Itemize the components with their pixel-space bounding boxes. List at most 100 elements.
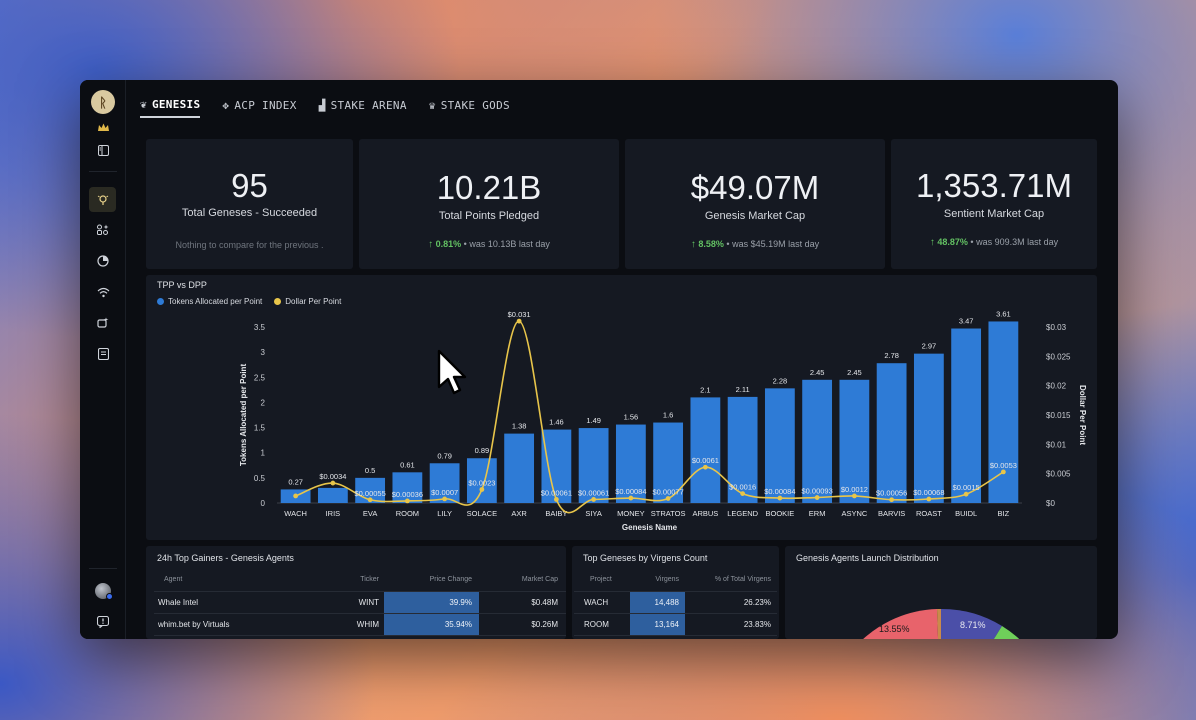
pie-slice[interactable] <box>941 626 1043 639</box>
kpi-previous: • was 10.13B last day <box>463 239 550 249</box>
line-point <box>591 497 597 502</box>
y-tick-label: 0 <box>261 499 266 508</box>
line-data-label: $0.00056 <box>876 489 907 498</box>
column-header[interactable]: Market Cap <box>479 569 566 592</box>
kpi-change: 0.81% <box>435 239 462 249</box>
cell-ticker: WINT <box>314 591 384 614</box>
bar <box>317 487 348 503</box>
table-header-row: Project Virgens % of Total Virgens <box>574 569 777 592</box>
cell-ticker: WHIM <box>314 613 384 636</box>
panel-icon[interactable] <box>91 138 115 162</box>
bar-data-label: 1.49 <box>586 416 601 425</box>
chart-radar-icon[interactable] <box>91 249 115 273</box>
top-gainers-table: Agent Ticker Price Change Market Cap Wha… <box>154 569 566 636</box>
kpi-label: Total Geneses - Succeeded <box>181 207 318 219</box>
line-point <box>293 493 299 499</box>
bar-data-label: 2.28 <box>773 376 788 385</box>
line-point <box>777 495 783 501</box>
legend-dot <box>157 298 164 305</box>
stake-arena-icon: ▟ <box>318 98 326 112</box>
sidebar: ᚱ <box>80 80 126 639</box>
pie-slice[interactable] <box>937 608 941 639</box>
line-data-label: $0.0034 <box>319 472 346 481</box>
y2-tick-label: $0.005 <box>1046 470 1071 479</box>
pie-slice[interactable] <box>860 609 941 639</box>
bar <box>615 424 646 503</box>
crown-icon[interactable] <box>91 120 115 134</box>
legend-item-dollar[interactable]: Dollar Per Point <box>274 297 341 306</box>
cell-percent: 23.83% <box>685 613 777 636</box>
legend-item-tokens[interactable]: Tokens Allocated per Point <box>157 297 262 306</box>
column-header[interactable]: Price Change <box>384 569 479 592</box>
y-tick-label: 3 <box>261 348 266 357</box>
repeat-icon[interactable] <box>91 311 115 335</box>
bar-data-label: 0.27 <box>288 477 303 486</box>
tab-acp-index[interactable]: ✥ ACP INDEX <box>222 92 296 118</box>
table-row[interactable]: Whale Intel WINT 39.9% $0.48M <box>154 591 566 614</box>
pie-slice[interactable] <box>941 608 1002 639</box>
line-point <box>330 480 336 486</box>
line-data-label: $0.00077 <box>652 487 683 496</box>
line-data-label: $0.0007 <box>431 488 458 497</box>
column-header[interactable]: Virgens <box>630 569 685 592</box>
x-tick-label: BARVIS <box>878 509 905 518</box>
x-tick-label: LEGEND <box>727 509 758 518</box>
bar-data-label: 2.45 <box>847 368 862 377</box>
bar <box>876 363 907 503</box>
line-point <box>442 496 448 502</box>
book-icon[interactable] <box>91 342 115 366</box>
y2-tick-label: $0.025 <box>1046 352 1071 361</box>
table-header-row: Agent Ticker Price Change Market Cap <box>154 569 566 592</box>
y2-axis-title: Dollar Per Point <box>1078 385 1087 445</box>
y2-tick-label: $0.01 <box>1046 440 1067 449</box>
x-tick-label: BIZ <box>998 509 1010 518</box>
table-row[interactable]: whim.bet by Virtuals WHIM 35.94% $0.26M <box>154 613 566 636</box>
kpi-previous: • was 909.3M last day <box>970 237 1059 247</box>
kpi-label: Genesis Market Cap <box>704 210 806 222</box>
column-header[interactable]: % of Total Virgens <box>685 569 777 592</box>
tab-label: STAKE GODS <box>440 98 510 112</box>
tpp-vs-dpp-chart: 0 0.5 1 1.5 2 2.5 3 3.5 $0 $0.005 $0.01 $0.015 $0.02… <box>239 309 1087 532</box>
wifi-icon[interactable] <box>91 280 115 304</box>
bar-data-label: 0.89 <box>475 446 490 455</box>
table-row[interactable]: WACH 14,488 26.23% <box>574 591 777 614</box>
app-logo[interactable]: ᚱ <box>91 90 115 114</box>
sidebar-divider <box>89 171 117 172</box>
tab-label: ACP INDEX <box>234 98 297 112</box>
line-data-label: $0.00093 <box>801 487 832 496</box>
bar <box>466 458 497 503</box>
y-tick-label: 2.5 <box>254 373 266 382</box>
x-tick-label: IRIS <box>326 509 341 518</box>
mouse-cursor-icon <box>437 349 467 395</box>
line-point <box>628 495 634 501</box>
column-header[interactable]: Agent <box>154 569 314 592</box>
line-data-label: $0.00036 <box>392 490 423 499</box>
arrow-up-icon: ↑ <box>929 237 935 248</box>
x-tick-label: ROAST <box>916 509 942 518</box>
top-tabs: ❦ GENESIS ✥ ACP INDEX ▟ STAKE ARENA ♛ ST… <box>140 92 510 120</box>
kpi-delta: ↑ 8.58% • was $45.19M last day <box>625 239 885 250</box>
sparkle-grid-icon[interactable] <box>91 218 115 242</box>
launch-distribution-card: Genesis Agents Launch Distribution 13.55… <box>785 546 1097 639</box>
column-header[interactable]: Ticker <box>314 569 384 592</box>
launch-distribution-title: Genesis Agents Launch Distribution <box>796 553 939 563</box>
feedback-icon[interactable] <box>91 610 115 634</box>
tab-genesis[interactable]: ❦ GENESIS <box>140 92 201 118</box>
tab-stake-gods[interactable]: ♛ STAKE GODS <box>429 92 510 118</box>
cell-virgens: 14,488 <box>630 591 685 614</box>
kpi-label: Total Points Pledged <box>438 210 540 222</box>
arrow-up-icon: ↑ <box>690 239 696 250</box>
app-window: ᚱ ❦ <box>80 80 1118 639</box>
bar-data-label: 3.61 <box>996 309 1011 318</box>
y2-tick-label: $0.02 <box>1046 382 1067 391</box>
column-header[interactable]: Project <box>574 569 630 592</box>
table-row[interactable]: ROOM 13,164 23.83% <box>574 613 777 636</box>
acp-index-icon: ✥ <box>222 98 230 112</box>
line-data-label: $0.0016 <box>729 483 756 492</box>
bulb-icon[interactable] <box>89 187 116 212</box>
line-point <box>1000 469 1006 475</box>
bar <box>429 463 460 503</box>
tab-stake-arena[interactable]: ▟ STAKE ARENA <box>319 92 407 118</box>
bar-data-label: 1.6 <box>663 411 673 420</box>
line-data-label: $0.00084 <box>764 487 795 496</box>
